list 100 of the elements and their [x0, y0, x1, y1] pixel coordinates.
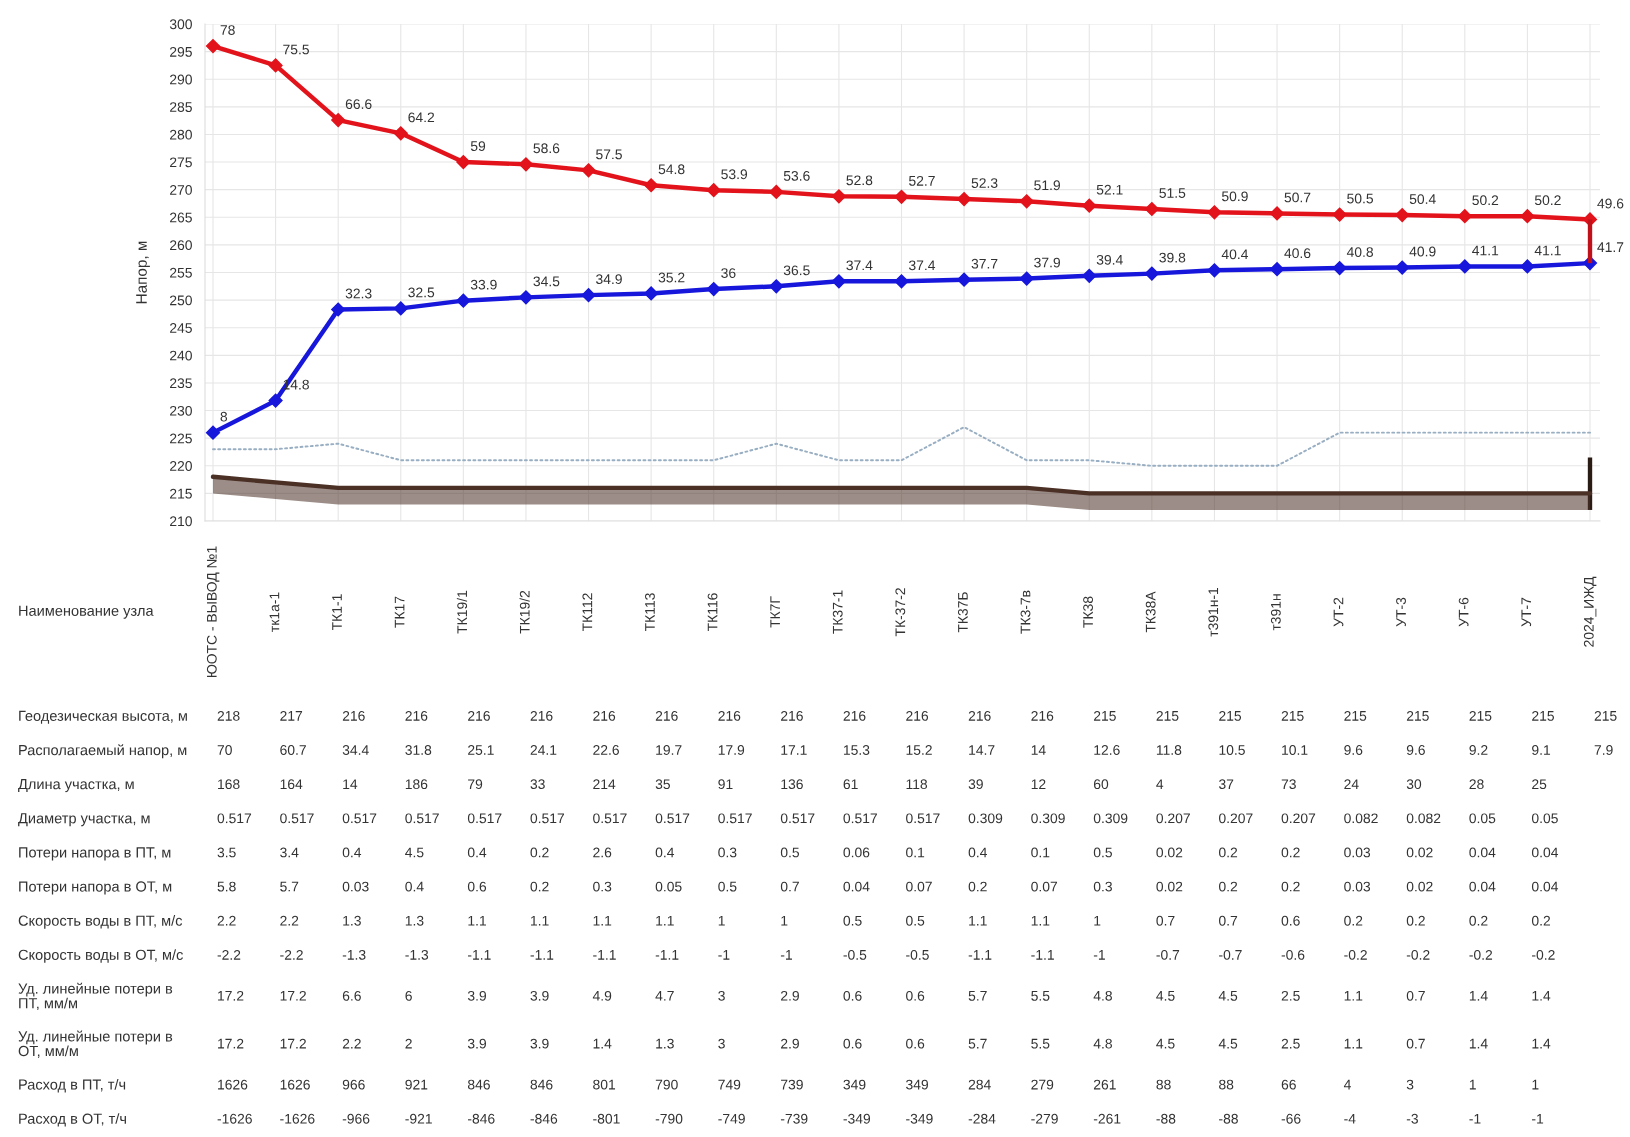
text: 0.082 — [1344, 813, 1378, 824]
text: 186 — [405, 779, 428, 790]
point — [1144, 201, 1159, 217]
text: 1.4 — [1469, 991, 1488, 1001]
text: 0.309 — [968, 813, 1003, 824]
y-tick-label: 290 — [170, 74, 192, 85]
text: -2.2 — [217, 949, 241, 960]
text: 801 — [593, 1079, 616, 1090]
x-tick-label: ТК19/1 — [456, 590, 468, 634]
point — [706, 183, 721, 198]
text: -0.7 — [1156, 949, 1180, 960]
text: -0.2 — [1469, 949, 1493, 960]
annotation: 8 — [220, 411, 228, 422]
text: 61 — [843, 779, 858, 790]
x-axis-title: Наименование узла — [19, 605, 154, 619]
text: -0.5 — [906, 949, 929, 960]
annotation: 50.2 — [1534, 195, 1561, 206]
point — [1019, 194, 1034, 209]
x-tick-label: ТК38А — [1145, 591, 1156, 633]
category-label: Скорость воды в ОТ, м/с — [18, 949, 183, 963]
text: 3 — [1406, 1079, 1414, 1090]
text: 846 — [530, 1079, 553, 1090]
text: 0.7 — [1406, 1038, 1425, 1049]
text: 9.1 — [1532, 745, 1551, 755]
text: 88 — [1156, 1079, 1171, 1090]
text: 4 — [1156, 779, 1164, 789]
text: 3.9 — [530, 990, 549, 1001]
annotation: 39.4 — [1096, 254, 1123, 265]
text: 15.3 — [843, 745, 870, 755]
text: 0.07 — [906, 881, 932, 892]
text: 0.02 — [1406, 881, 1433, 892]
text: 1 — [1094, 915, 1101, 926]
category-label: Геодезическая высота, м — [19, 710, 187, 724]
text: 0.6 — [843, 1038, 862, 1049]
text: 1.3 — [656, 1038, 674, 1049]
point — [268, 393, 283, 408]
x-tick-label: УТ-3 — [1396, 597, 1406, 627]
text: 25.1 — [468, 745, 494, 755]
x-tick-label: т391н-1 — [1208, 587, 1219, 637]
text: 12.6 — [1094, 745, 1120, 755]
x-tick-label: ТК17 — [394, 596, 405, 628]
text: 0.02 — [1156, 881, 1183, 892]
annotation: 34.5 — [533, 276, 560, 287]
text: 349 — [843, 1079, 866, 1090]
text: 0.2 — [1281, 881, 1300, 892]
text: 215 — [1594, 710, 1617, 721]
text: 1.1 — [1031, 915, 1050, 926]
text: 0.4 — [405, 881, 424, 892]
point — [769, 279, 784, 294]
y-tick-label: 295 — [170, 46, 192, 57]
text: -349 — [906, 1113, 933, 1124]
y-tick-label: 275 — [170, 157, 192, 168]
text: 2.9 — [781, 1038, 799, 1049]
text: 12 — [1031, 779, 1046, 789]
text: 0.2 — [1219, 881, 1238, 892]
text: 11.8 — [1156, 745, 1182, 755]
text: 1.1 — [1344, 1038, 1363, 1049]
text: 215 — [1344, 710, 1367, 721]
text: 216 — [968, 710, 991, 721]
text: 284 — [968, 1079, 991, 1090]
point — [957, 191, 972, 207]
text: -801 — [593, 1113, 620, 1124]
annotation: 66.6 — [345, 99, 372, 110]
text: 0.2 — [1344, 915, 1363, 926]
text: -1.1 — [593, 950, 616, 960]
text: 0.04 — [1531, 881, 1559, 892]
text: 0.517 — [280, 813, 314, 824]
text: 3.9 — [467, 990, 487, 1001]
text: 215 — [1469, 710, 1492, 721]
text: 0.4 — [968, 847, 987, 858]
text: 35 — [655, 779, 670, 790]
y-tick-label: 250 — [170, 295, 192, 306]
annotation: 32.5 — [408, 287, 435, 298]
text: 79 — [468, 779, 483, 790]
text: 0.5 — [906, 915, 925, 926]
point — [581, 288, 596, 303]
point — [1019, 271, 1034, 286]
text: -1626 — [217, 1113, 252, 1124]
text: 28 — [1469, 779, 1484, 790]
text: 0.7 — [1406, 990, 1425, 1001]
y-tick-label: 285 — [170, 102, 192, 112]
text: 0.2 — [1281, 847, 1300, 858]
text: -1 — [1532, 1113, 1544, 1124]
point — [1082, 198, 1097, 213]
text: 1.1 — [656, 915, 674, 926]
text: 6 — [405, 990, 412, 1001]
text: 164 — [280, 779, 303, 790]
text: -0.7 — [1219, 949, 1242, 960]
category-label: Потери напора в ОТ, м — [19, 881, 172, 895]
text: -846 — [467, 1113, 495, 1124]
annotation: 53.6 — [783, 170, 810, 181]
text: 10.1 — [1282, 745, 1308, 755]
point — [1269, 206, 1285, 221]
text: 0.7 — [1156, 915, 1175, 926]
category-label: Диаметр участка, м — [18, 813, 150, 827]
text: 1.1 — [1344, 991, 1363, 1001]
text: -88 — [1156, 1113, 1176, 1124]
text: 88 — [1219, 1079, 1234, 1090]
y-tick-label: 215 — [170, 488, 192, 499]
text: -966 — [342, 1113, 370, 1124]
